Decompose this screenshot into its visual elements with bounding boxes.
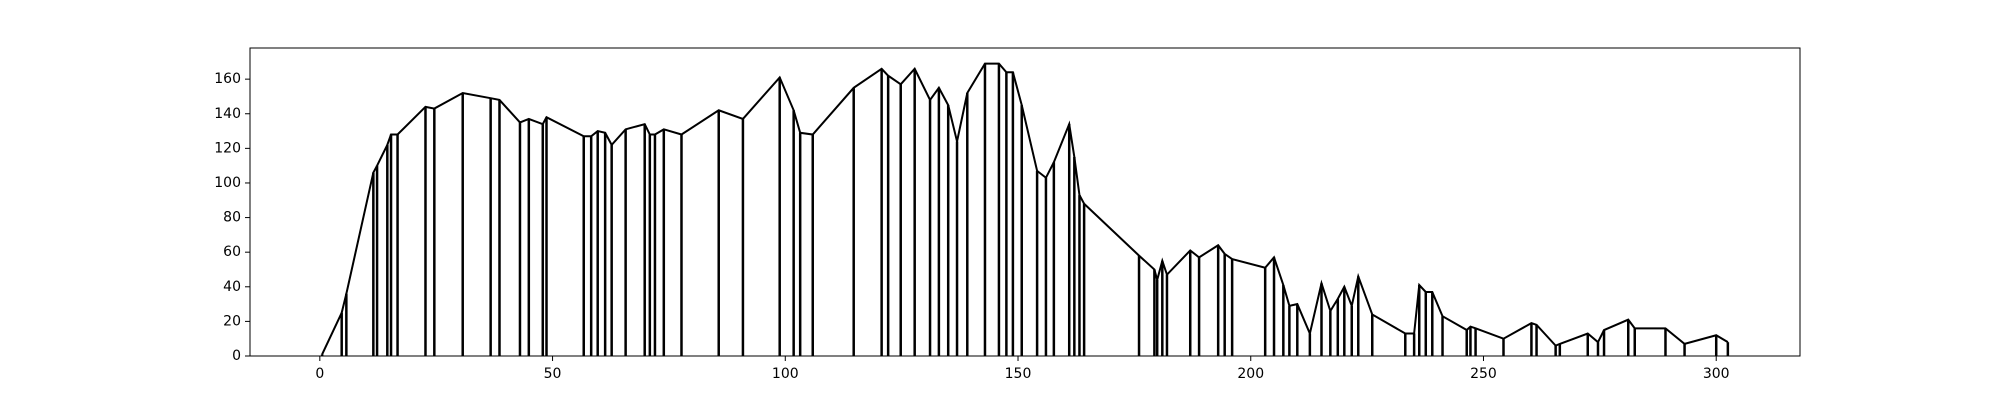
y-tick-label: 20 [223,313,241,329]
y-tick-label: 0 [232,348,241,364]
y-tick-label: 40 [223,279,241,295]
x-tick-label: 250 [1470,366,1497,382]
y-tick-label: 100 [214,175,241,191]
y-tick-label: 160 [214,71,241,87]
y-tick-label: 60 [223,244,241,260]
x-tick-label: 50 [544,366,562,382]
x-tick-label: 100 [772,366,799,382]
y-tick-label: 80 [223,210,241,226]
y-tick-label: 140 [214,106,241,122]
x-tick-label: 300 [1703,366,1730,382]
plot-frame [249,47,1801,357]
y-tick-label: 120 [214,140,241,156]
x-tick-label: 150 [1005,366,1032,382]
data-line [321,62,1729,355]
x-tick-label: 0 [315,366,324,382]
x-tick-label: 200 [1237,366,1264,382]
